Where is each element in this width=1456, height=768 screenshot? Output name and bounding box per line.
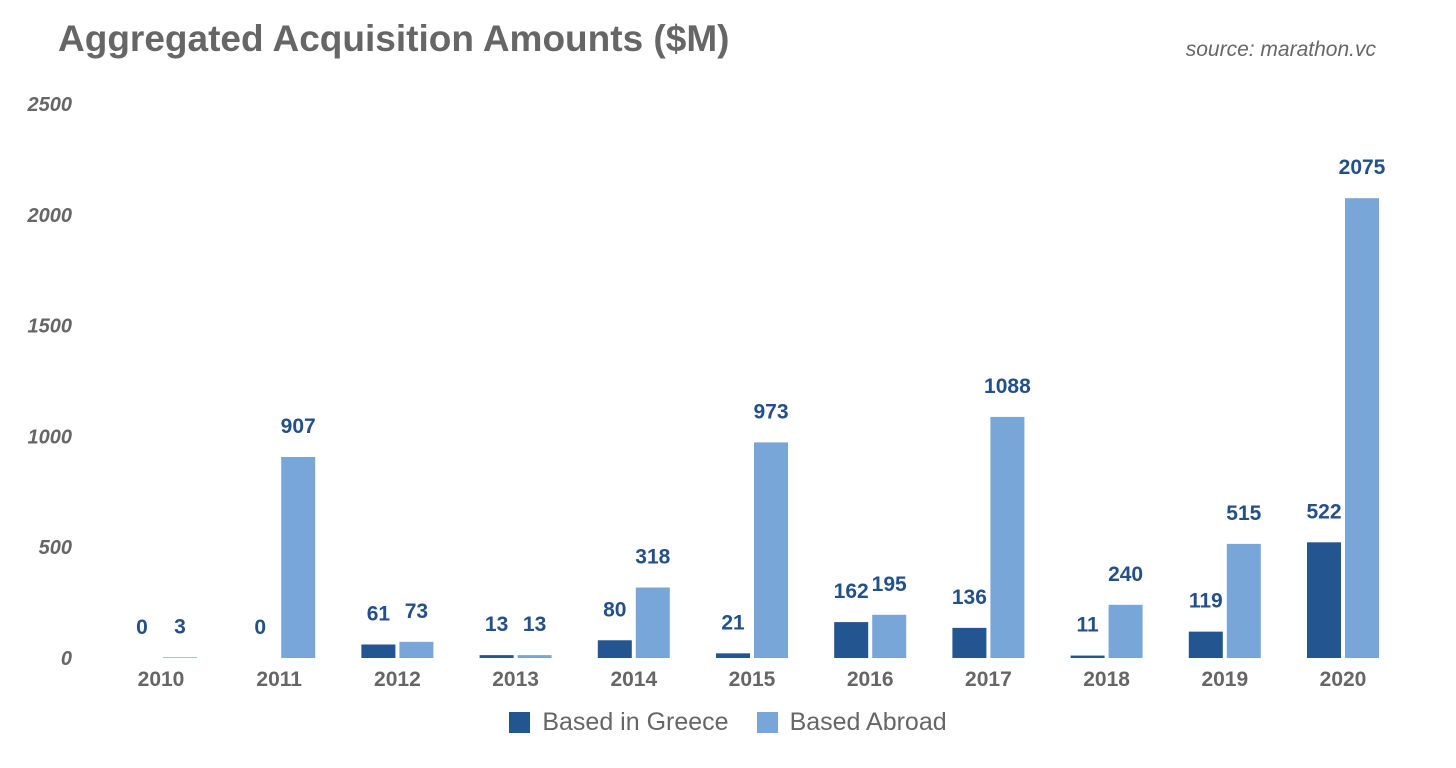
legend: Based in Greece Based Abroad	[0, 708, 1456, 737]
data-label-abroad: 318	[635, 546, 670, 569]
data-label-abroad: 2075	[1339, 156, 1386, 179]
data-label-greece: 0	[254, 616, 266, 639]
bar-greece	[597, 640, 632, 658]
bar-abroad	[399, 641, 434, 658]
data-label-abroad: 1088	[984, 375, 1031, 398]
data-label-greece: 61	[367, 602, 391, 625]
x-tick-label: 2020	[1320, 668, 1367, 691]
bar-abroad	[754, 442, 788, 658]
data-label-abroad: 907	[281, 415, 316, 438]
x-tick-label: 2011	[256, 668, 302, 691]
x-tick-label: 2014	[610, 668, 657, 691]
bar-abroad	[1226, 543, 1261, 658]
data-label-greece: 136	[952, 586, 987, 609]
x-tick-label: 2012	[374, 668, 421, 691]
data-label-greece: 80	[603, 598, 626, 621]
legend-label-abroad: Based Abroad	[789, 708, 947, 736]
bar-abroad	[163, 657, 197, 658]
data-label-greece: 11	[1076, 614, 1099, 637]
y-tick-label: 2000	[27, 205, 73, 227]
data-label-abroad: 515	[1226, 502, 1261, 525]
bar-abroad	[1108, 604, 1143, 658]
legend-item-greece: Based in Greece	[509, 708, 729, 737]
x-tick-label: 2018	[1083, 668, 1130, 691]
y-tick-label: 2500	[27, 94, 73, 116]
bar-greece	[834, 622, 869, 658]
data-label-abroad: 3	[174, 615, 186, 638]
source-note: source: marathon.vc	[1185, 38, 1376, 61]
legend-swatch-abroad	[756, 712, 778, 733]
bar-greece	[1188, 631, 1223, 658]
chart-title: Aggregated Acquisition Amounts ($M)	[58, 18, 730, 59]
x-tick-label: 2013	[492, 668, 539, 691]
y-tick-label: 500	[39, 537, 72, 559]
x-tick-label: 2015	[729, 668, 776, 691]
data-label-abroad: 240	[1108, 563, 1143, 586]
bar-greece	[479, 655, 514, 658]
data-label-greece: 119	[1189, 590, 1223, 613]
bar-abroad	[990, 416, 1025, 658]
x-tick-label: 2019	[1201, 668, 1248, 691]
bar-abroad	[872, 614, 907, 658]
x-tick-label: 2017	[965, 668, 1012, 691]
data-label-greece: 13	[485, 613, 508, 636]
bar-greece	[361, 644, 396, 658]
bar-abroad	[517, 655, 552, 658]
bar-greece	[952, 627, 987, 658]
y-tick-label: 0	[61, 648, 72, 670]
x-tick-label: 2016	[847, 668, 894, 691]
bar-greece	[1070, 655, 1105, 658]
y-tick-label: 1500	[28, 316, 73, 338]
bar-abroad	[1345, 198, 1379, 658]
bar-abroad	[281, 457, 316, 658]
data-label-abroad: 973	[753, 400, 788, 423]
bar-abroad	[635, 587, 670, 658]
data-label-greece: 0	[136, 616, 148, 639]
legend-item-abroad: Based Abroad	[756, 708, 947, 737]
legend-swatch-greece	[509, 712, 531, 733]
data-label-greece: 162	[834, 580, 869, 603]
data-label-greece: 21	[721, 611, 745, 634]
bar-greece	[716, 653, 750, 658]
data-label-abroad: 195	[872, 573, 907, 596]
data-label-abroad: 13	[523, 613, 546, 636]
data-label-abroad: 73	[405, 600, 428, 623]
legend-label-greece: Based in Greece	[542, 708, 729, 736]
y-tick-label: 1000	[28, 426, 73, 448]
bar-chart: 0 500 1000 1500 2000 2500 0 3 2010 0 907 2011 61 73 20…	[27, 94, 1386, 691]
bar-greece	[1307, 542, 1341, 658]
data-label-greece: 522	[1306, 500, 1341, 523]
x-tick-label: 2010	[138, 668, 185, 691]
